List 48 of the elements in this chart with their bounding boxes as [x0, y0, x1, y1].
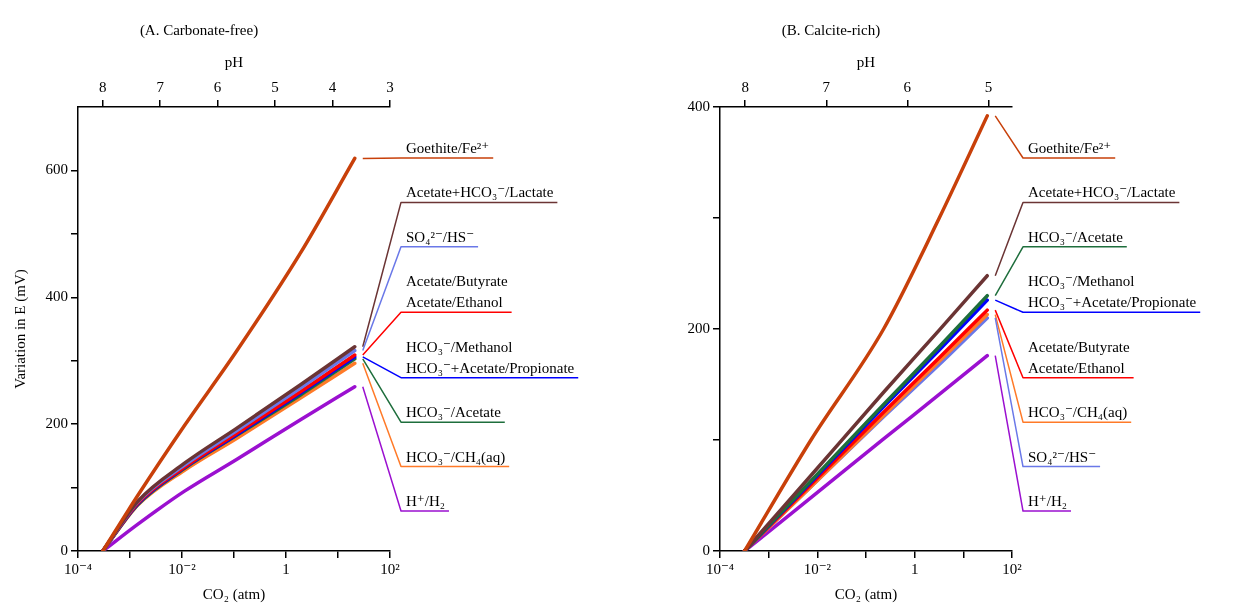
x2-tick-label: 4	[328, 78, 337, 95]
x-tick-label: 1	[282, 560, 290, 577]
x-axis-title: CO₂ (atm)	[202, 585, 266, 603]
text: SO₄²⁻/HS⁻	[406, 228, 475, 245]
text: H⁺/H₂	[406, 493, 445, 509]
y-axis-title: Variation in E (mV)	[11, 269, 29, 389]
chart-title: (B. Calcite-rich)	[781, 21, 881, 39]
text: HCO₃⁻/Acetate	[406, 404, 502, 421]
x2-tick-label: 8	[98, 78, 107, 95]
y-tick-label: 0	[60, 541, 68, 558]
y-tick-label: 0	[702, 541, 710, 558]
x2-tick-label: 5	[271, 78, 279, 95]
x-axis-title: CO₂ (atm)	[834, 585, 898, 603]
x2-tick-label: 6	[903, 78, 912, 95]
y-tick-label: 400	[687, 97, 710, 114]
x2-tick-label: 5	[984, 78, 993, 95]
x-tick-label: 10⁻⁴	[705, 560, 735, 577]
text: HCO₃⁻/Acetate	[1028, 228, 1124, 245]
text: HCO₃⁻/CH₄(aq)	[406, 448, 506, 466]
x-tick-label: 10⁻⁴	[63, 560, 93, 577]
x2-axis-title: pH	[856, 53, 876, 70]
text: HCO₃⁻/Methanol HCO₃⁻+Acetate/Propionate	[1028, 273, 1197, 311]
x-tick-label: 10⁻²	[168, 560, 197, 577]
text: Goethite/Fe²⁺	[406, 140, 490, 156]
x2-tick-label: 6	[213, 78, 222, 95]
text: HCO₃⁻/Methanol HCO₃⁻+Acetate/Propionate	[406, 338, 575, 376]
chart-title: (A. Carbonate-free)	[139, 21, 259, 39]
y-tick-label: 400	[45, 288, 68, 305]
y-tick-label: 600	[45, 161, 68, 178]
text: Acetate/Butyrate Acetate/Ethanol	[406, 273, 508, 311]
x-tick-label: 1	[910, 560, 919, 577]
x-tick-label: 10⁻²	[803, 560, 832, 577]
x-tick-label: 10²	[380, 560, 401, 577]
text: SO₄²⁻/HS⁻	[1028, 448, 1097, 465]
x2-tick-label: 8	[741, 78, 749, 95]
x2-tick-label: 7	[822, 78, 831, 95]
x2-tick-label: 3	[386, 78, 394, 95]
x2-axis-title: pH	[224, 53, 244, 70]
x2-tick-label: 7	[156, 78, 165, 95]
text: Goethite/Fe²⁺	[1028, 140, 1112, 156]
y-tick-label: 200	[45, 415, 68, 432]
x-tick-label: 10²	[1002, 560, 1023, 577]
y-tick-label: 200	[687, 319, 710, 336]
text: Acetate+HCO₃⁻/Lactate	[1028, 184, 1176, 201]
text: H⁺/H₂	[1028, 493, 1067, 509]
text: Acetate/Butyrate Acetate/Ethanol	[1028, 338, 1130, 376]
text: HCO₃⁻/CH₄(aq)	[1028, 404, 1128, 422]
text: Acetate+HCO₃⁻/Lactate	[406, 184, 554, 201]
